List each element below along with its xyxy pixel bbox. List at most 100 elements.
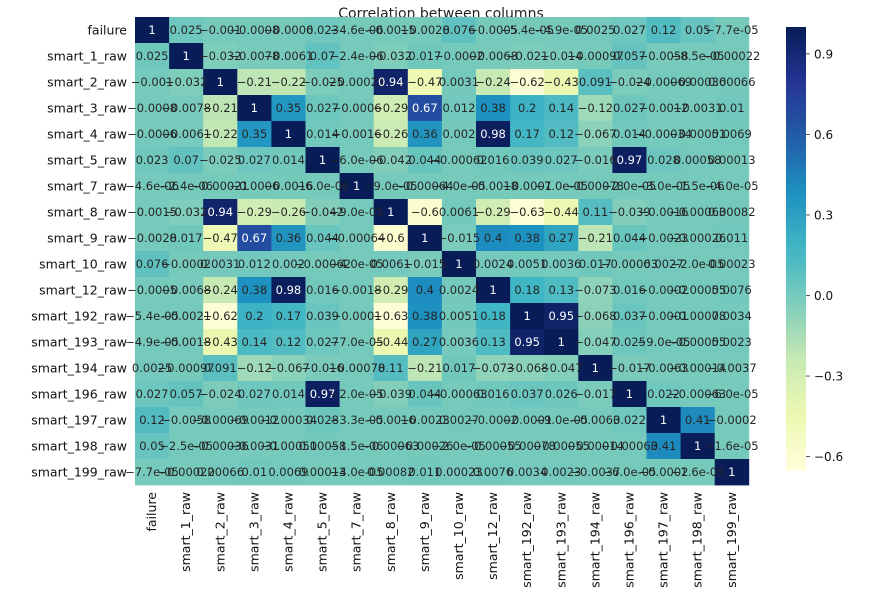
heatmap-cell — [305, 355, 340, 382]
heatmap-cell — [203, 303, 238, 330]
cell-value-label: 0.00082 — [708, 205, 756, 219]
colorbar-segment — [786, 326, 806, 331]
cell-value-label: −0.29 — [373, 101, 408, 115]
cell-value-label: −0.067 — [267, 361, 310, 375]
heatmap-cell — [339, 17, 375, 44]
heatmap-cell — [169, 225, 204, 252]
colorbar-tick-label: 0.3 — [814, 208, 833, 222]
cell-value-label: 0.028 — [647, 153, 680, 167]
y-tick-label: smart_9_raw — [47, 231, 127, 246]
cell-value-label: −0.032 — [165, 205, 208, 219]
cell-value-label: −0.0015 — [127, 205, 177, 219]
colorbar-segment — [786, 447, 806, 453]
heatmap-cell — [680, 459, 716, 486]
heatmap-cell — [646, 277, 681, 304]
cell-value-label: 0.016 — [306, 283, 339, 297]
cell-value-label: 0.07 — [310, 49, 336, 63]
colorbar-segment — [786, 134, 806, 139]
cell-value-label: 0.0027 — [439, 413, 479, 427]
heatmap-cell — [510, 225, 545, 252]
cell-value-label: −0.21 — [578, 231, 613, 245]
heatmap-cell — [612, 95, 647, 122]
cell-value-label: −0.0068 — [161, 283, 211, 297]
cell-value-label: −0.12 — [237, 361, 272, 375]
heatmap-cell — [714, 173, 750, 200]
colorbar-segment — [786, 86, 806, 91]
heatmap-cell — [203, 277, 238, 304]
cell-value-label: −0.62 — [203, 309, 238, 323]
heatmap-cell — [510, 277, 545, 304]
heatmap-cell — [646, 147, 681, 174]
colorbar-segment — [786, 422, 806, 427]
cell-value-label: −0.0078 — [161, 101, 211, 115]
heatmap-cell — [544, 121, 579, 148]
colorbar-segment — [786, 444, 806, 449]
heatmap-cell — [169, 459, 204, 486]
heatmap-cell — [646, 303, 681, 330]
heatmap-cell — [612, 277, 647, 304]
colorbar-tick-label: −0.3 — [814, 370, 843, 384]
cell-value-label: 0.0023 — [541, 465, 581, 479]
cell-value-label: −2.5e-05 — [159, 439, 213, 453]
heatmap-cell — [510, 173, 545, 200]
heatmap-cell — [612, 355, 647, 382]
cell-value-label: −0.0002 — [639, 283, 689, 297]
cell-value-label: −0.24 — [203, 283, 238, 297]
heatmap-cell — [373, 433, 409, 460]
cell-value-label: −0.0008 — [229, 23, 279, 37]
cell-value-label: 0.0036 — [541, 257, 581, 271]
cell-value-label: 1 — [387, 205, 394, 219]
cell-value-label: −0.00034 — [260, 413, 317, 427]
heatmap-cell — [714, 433, 750, 460]
cell-value-label: 0.27 — [548, 231, 574, 245]
cell-value-label: −3.0e-05 — [637, 179, 691, 193]
colorbar-segment — [786, 418, 806, 423]
cell-value-label: 0.057 — [613, 49, 646, 63]
heatmap-cell — [646, 43, 681, 70]
cell-value-label: 0.00058 — [674, 153, 722, 167]
heatmap-cell — [305, 95, 340, 122]
heatmap-cell — [544, 95, 579, 122]
heatmap-cell — [510, 407, 545, 434]
heatmap-cell — [476, 329, 511, 356]
heatmap-cell — [578, 329, 613, 356]
heatmap-cell — [714, 303, 750, 330]
cell-value-label: 0.017 — [442, 361, 475, 375]
colorbar-segment — [786, 337, 806, 342]
cell-value-label: 0.98 — [480, 127, 506, 141]
colorbar-segment — [786, 182, 806, 187]
colorbar-segment — [786, 244, 806, 250]
cell-value-label: 1 — [251, 101, 258, 115]
cell-value-label: −0.0001 — [332, 309, 382, 323]
cell-value-label: 0.023 — [136, 153, 169, 167]
heatmap-cell — [544, 277, 579, 304]
cell-value-label: −0.00014 — [669, 361, 726, 375]
heatmap-cell — [578, 355, 613, 382]
cell-value-label: −0.24 — [475, 75, 510, 89]
cell-value-label: −0.017 — [608, 361, 651, 375]
heatmap-cell — [680, 251, 716, 278]
colorbar-segment — [786, 296, 806, 301]
cell-value-label: 0.38 — [412, 309, 438, 323]
heatmap-cell — [373, 381, 409, 408]
heatmap-cell — [476, 95, 511, 122]
heatmap-cell — [339, 251, 375, 278]
cell-value-label: 0.05 — [139, 439, 165, 453]
heatmap-cell — [373, 303, 409, 330]
y-tick-label: smart_12_raw — [39, 283, 127, 298]
heatmap-cell — [169, 147, 204, 174]
heatmap-cell — [305, 121, 340, 148]
colorbar-segment — [786, 93, 806, 98]
cell-value-label: −7.0e-05 — [534, 179, 588, 193]
cell-value-label: 0.0024 — [473, 257, 513, 271]
cell-value-label: 1 — [182, 49, 189, 63]
heatmap-cell — [271, 199, 306, 226]
cell-value-label: −0.22 — [271, 75, 306, 89]
cell-value-label: −0.00055 — [669, 335, 726, 349]
cell-value-label: −0.014 — [540, 49, 583, 63]
y-tick-label: smart_197_raw — [31, 413, 127, 428]
colorbar-segment — [786, 333, 806, 338]
heatmap-cell — [646, 95, 681, 122]
cell-value-label: −0.00026 — [396, 439, 453, 453]
y-tick-label: smart_196_raw — [31, 387, 127, 402]
